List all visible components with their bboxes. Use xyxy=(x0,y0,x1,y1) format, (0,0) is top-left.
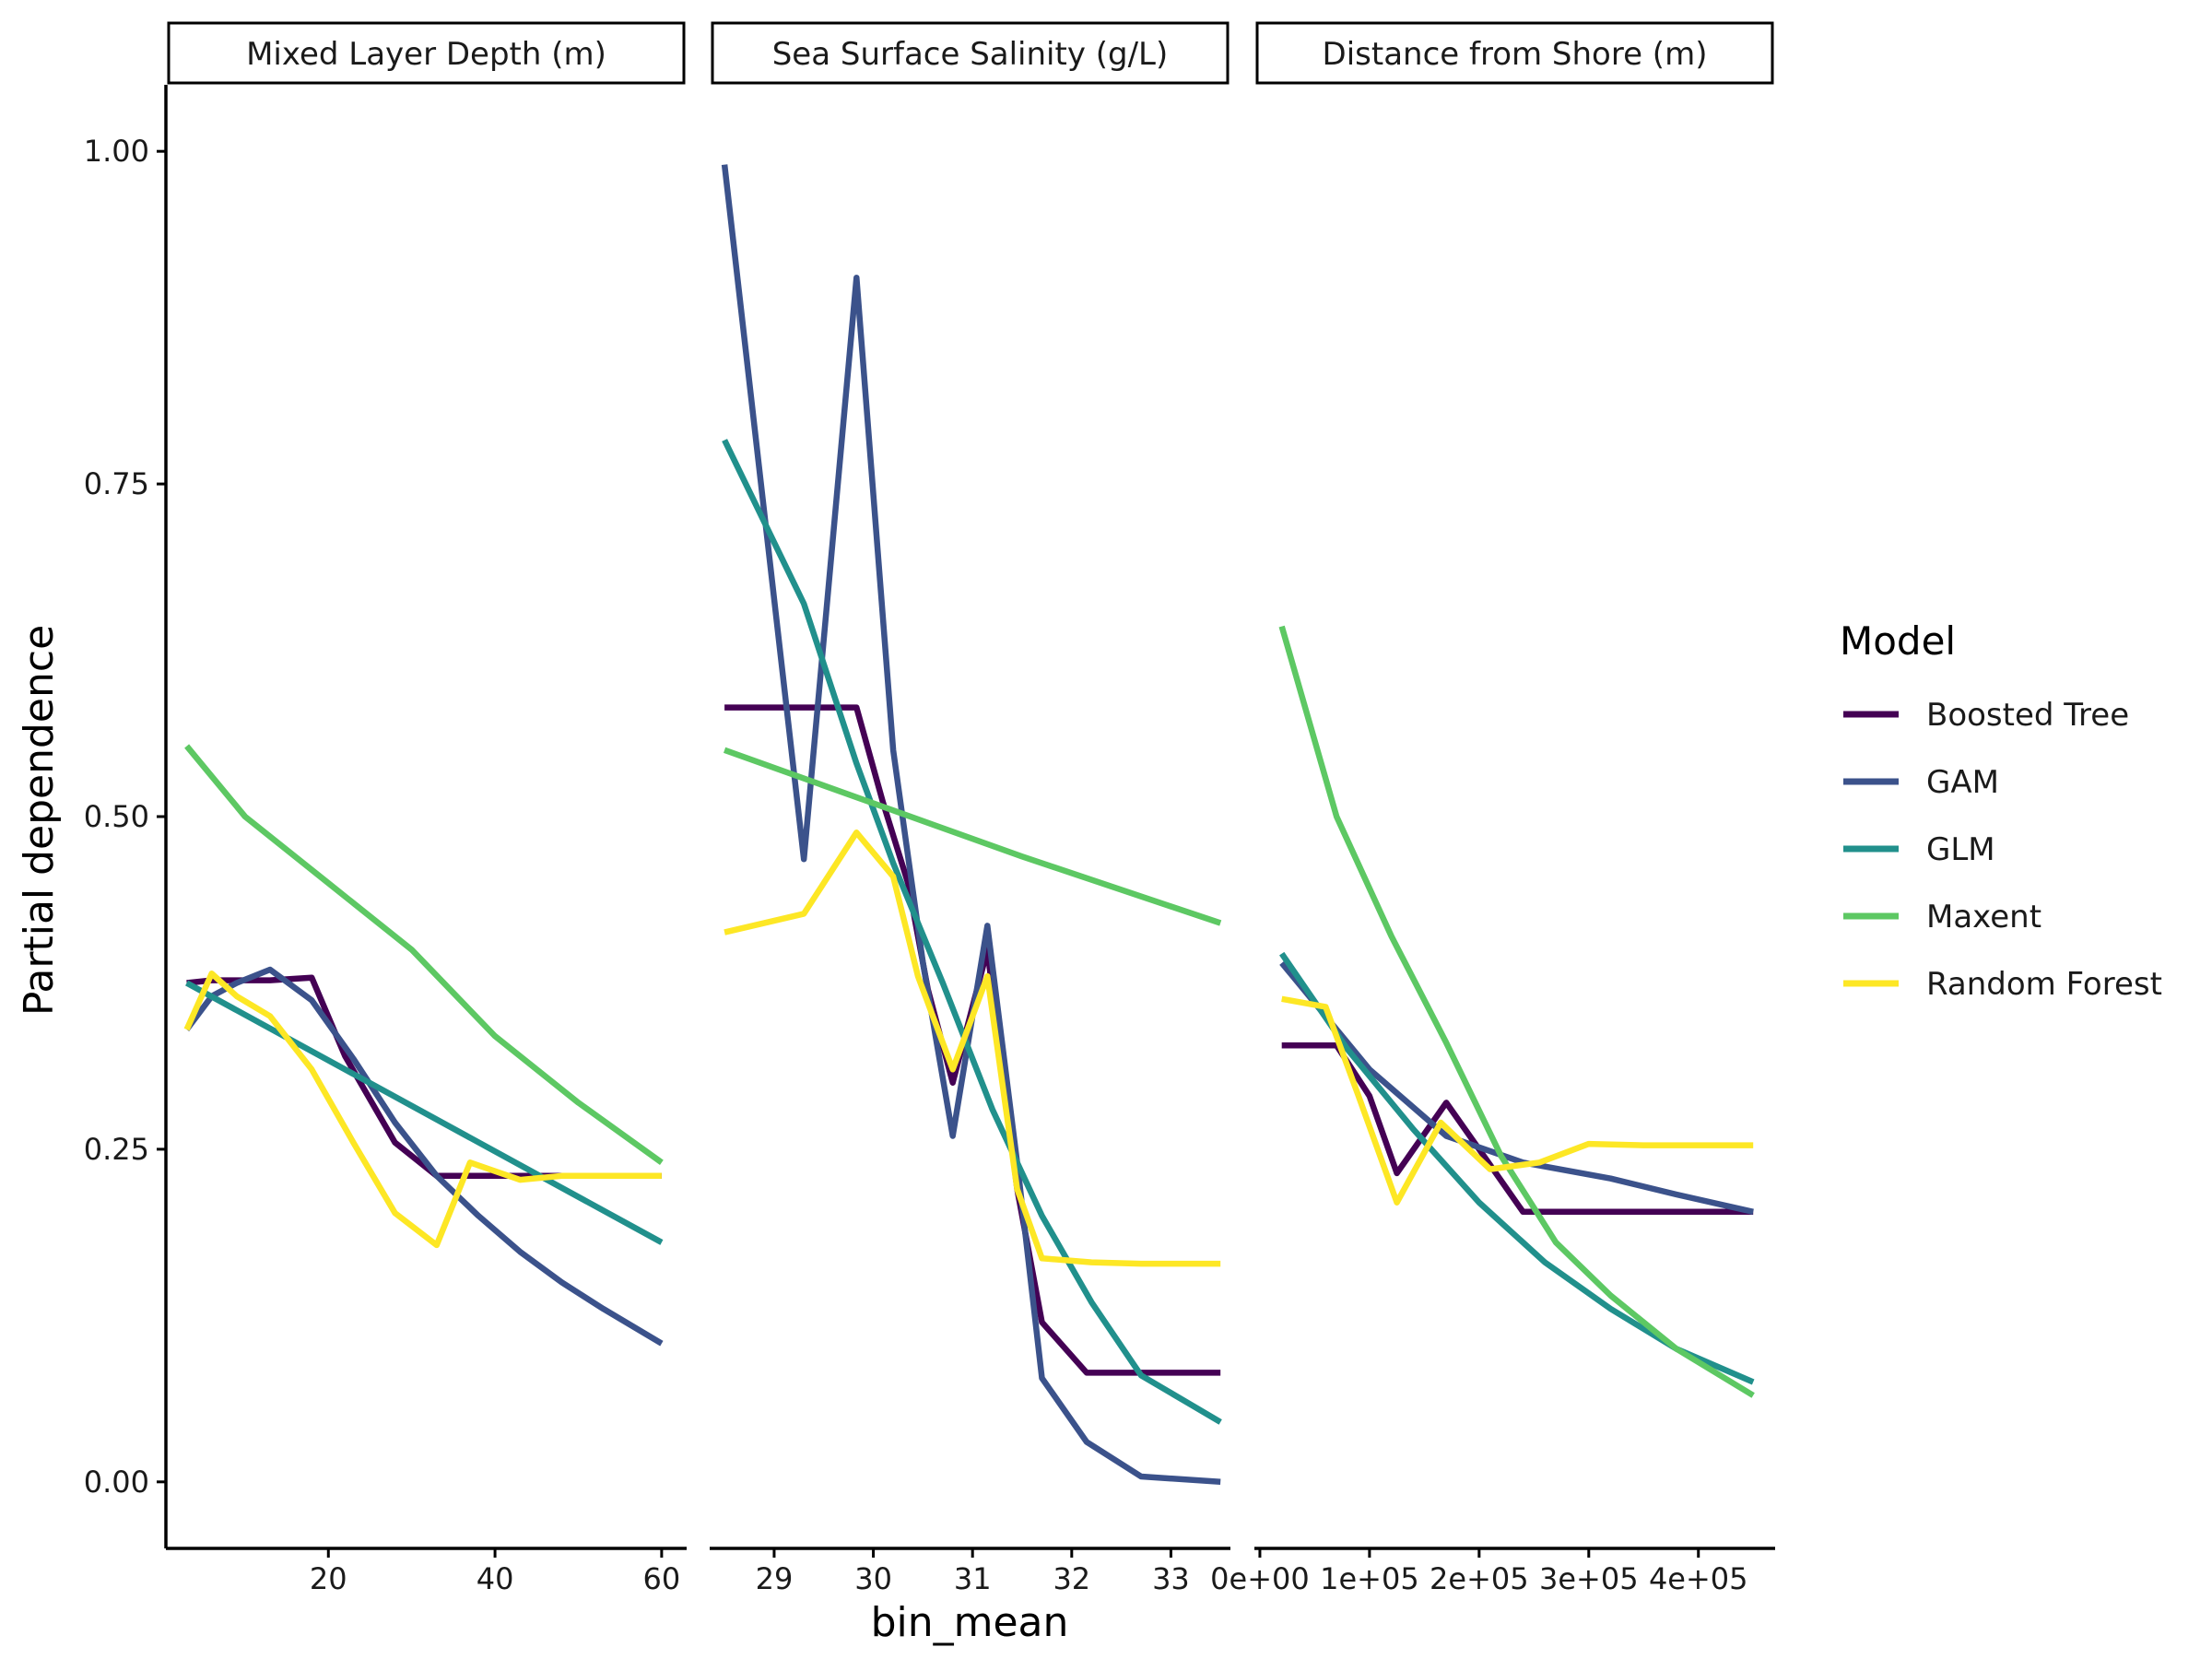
series-line-gam xyxy=(721,164,1221,1486)
x-tick-label: 3e+05 xyxy=(1539,1561,1639,1596)
x-tick-label: 32 xyxy=(1053,1561,1090,1596)
series-line-random-forest xyxy=(724,830,1221,1267)
legend-item: GLM xyxy=(1843,831,1995,868)
y-axis-title: Partial dependence xyxy=(16,625,63,1016)
legend-label: Random Forest xyxy=(1926,966,2162,1003)
series-line-gam xyxy=(184,966,664,1347)
facet-strip-label: Distance from Shore (m) xyxy=(1323,36,1708,73)
y-tick-label: 0.75 xyxy=(84,466,149,501)
legend-label: Boosted Tree xyxy=(1926,697,2129,734)
x-tick-label: 2e+05 xyxy=(1430,1561,1529,1596)
legend-item: Maxent xyxy=(1843,899,2041,935)
legend-label: GLM xyxy=(1926,831,1995,868)
series-line-glm xyxy=(722,439,1222,1425)
facet-strip-label: Mixed Layer Depth (m) xyxy=(246,36,606,73)
facet-strip-label: Sea Surface Salinity (g/L) xyxy=(772,36,1169,73)
x-tick-label: 40 xyxy=(477,1561,514,1596)
x-tick-label: 1e+05 xyxy=(1320,1561,1419,1596)
y-tick-label: 0.00 xyxy=(84,1465,149,1500)
series-line-maxent xyxy=(1278,625,1755,1398)
facet-strip xyxy=(711,21,1230,85)
x-tick-label: 31 xyxy=(954,1561,992,1596)
y-axis: 0.00 0.25 0.50 0.75 1.00 xyxy=(84,85,168,1548)
facet-strip xyxy=(1255,21,1774,85)
y-tick-label: 1.00 xyxy=(84,134,149,169)
x-tick-label: 30 xyxy=(854,1561,892,1596)
x-tick-label: 33 xyxy=(1152,1561,1190,1596)
facet-panel: Distance from Shore (m) 0e+00 1e+05 2e+05 3e… xyxy=(1210,21,1775,1596)
legend-item: Random Forest xyxy=(1843,966,2162,1003)
x-tick-label: 4e+05 xyxy=(1649,1561,1748,1596)
x-tick-label: 20 xyxy=(310,1561,347,1596)
legend-item: Boosted Tree xyxy=(1843,697,2129,734)
x-tick-label: 29 xyxy=(756,1561,794,1596)
x-axis-title: bin_mean xyxy=(871,1599,1069,1646)
y-tick-label: 0.25 xyxy=(84,1132,149,1167)
series-line-maxent xyxy=(724,747,1222,926)
legend-label: GAM xyxy=(1926,764,1999,801)
x-tick-label: 60 xyxy=(643,1561,681,1596)
legend-label: Maxent xyxy=(1926,899,2041,935)
facet-panel: Mixed Layer Depth (m) 20 40 60 xyxy=(166,21,687,1596)
legend-item: GAM xyxy=(1843,764,1999,801)
series-line-maxent xyxy=(184,744,664,1165)
facet-strip xyxy=(167,21,686,85)
series-line-random-forest xyxy=(183,971,662,1249)
x-tick-label: 0e+00 xyxy=(1210,1561,1310,1596)
series-line-random-forest xyxy=(1281,995,1754,1206)
legend-title: Model xyxy=(1840,618,1956,664)
facet-panels: Mixed Layer Depth (m) 20 40 60 Sea Surface S… xyxy=(166,21,1775,1596)
y-tick-label: 0.50 xyxy=(84,799,149,834)
series-line-glm xyxy=(185,980,664,1245)
legend: Model Boosted Tree GAM GLM Maxent Random For… xyxy=(1840,618,2162,1003)
facet-panel: Sea Surface Salinity (g/L) 29 30 31 32 33 xyxy=(710,21,1230,1596)
